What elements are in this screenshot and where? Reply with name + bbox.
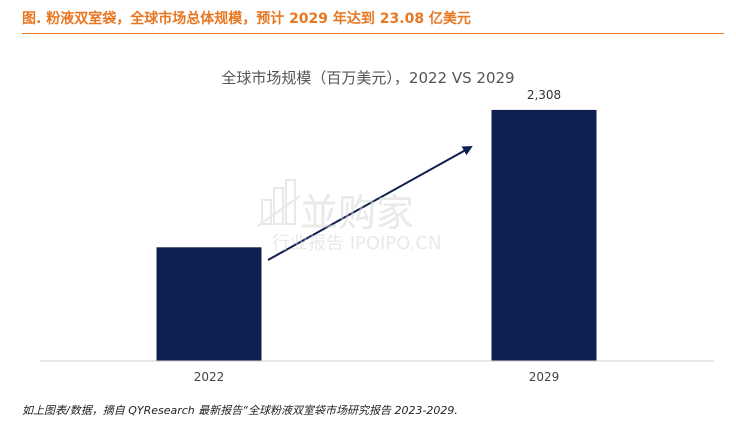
source-note: 如上图表/数据，摘自 QYResearch 最新报告“全球粉液双室袋市场研究报告… <box>22 404 458 417</box>
figure-caption: 图. 粉液双室袋，全球市场总体规模，预计 2029 年达到 23.08 亿美元 <box>22 11 471 27</box>
watermark: 並购家 行业报告 IPOIPO.CN <box>257 179 441 254</box>
bars-group: 2022 2,308 2029 <box>156 88 597 384</box>
chart-title: 全球市场规模（百万美元），2022 VS 2029 <box>221 69 515 87</box>
bar-2022 <box>156 247 262 361</box>
trend-arrow <box>267 146 473 261</box>
header-divider <box>22 33 724 34</box>
x-tick-2022: 2022 <box>194 370 225 384</box>
watermark-tagline: 行业报告 IPOIPO.CN <box>272 233 441 254</box>
x-tick-2029: 2029 <box>529 370 560 384</box>
watermark-logo-icon <box>257 179 301 227</box>
bar-2029 <box>491 109 597 361</box>
watermark-brand: 並购家 <box>300 191 414 235</box>
value-label-2029: 2,308 <box>527 88 561 102</box>
